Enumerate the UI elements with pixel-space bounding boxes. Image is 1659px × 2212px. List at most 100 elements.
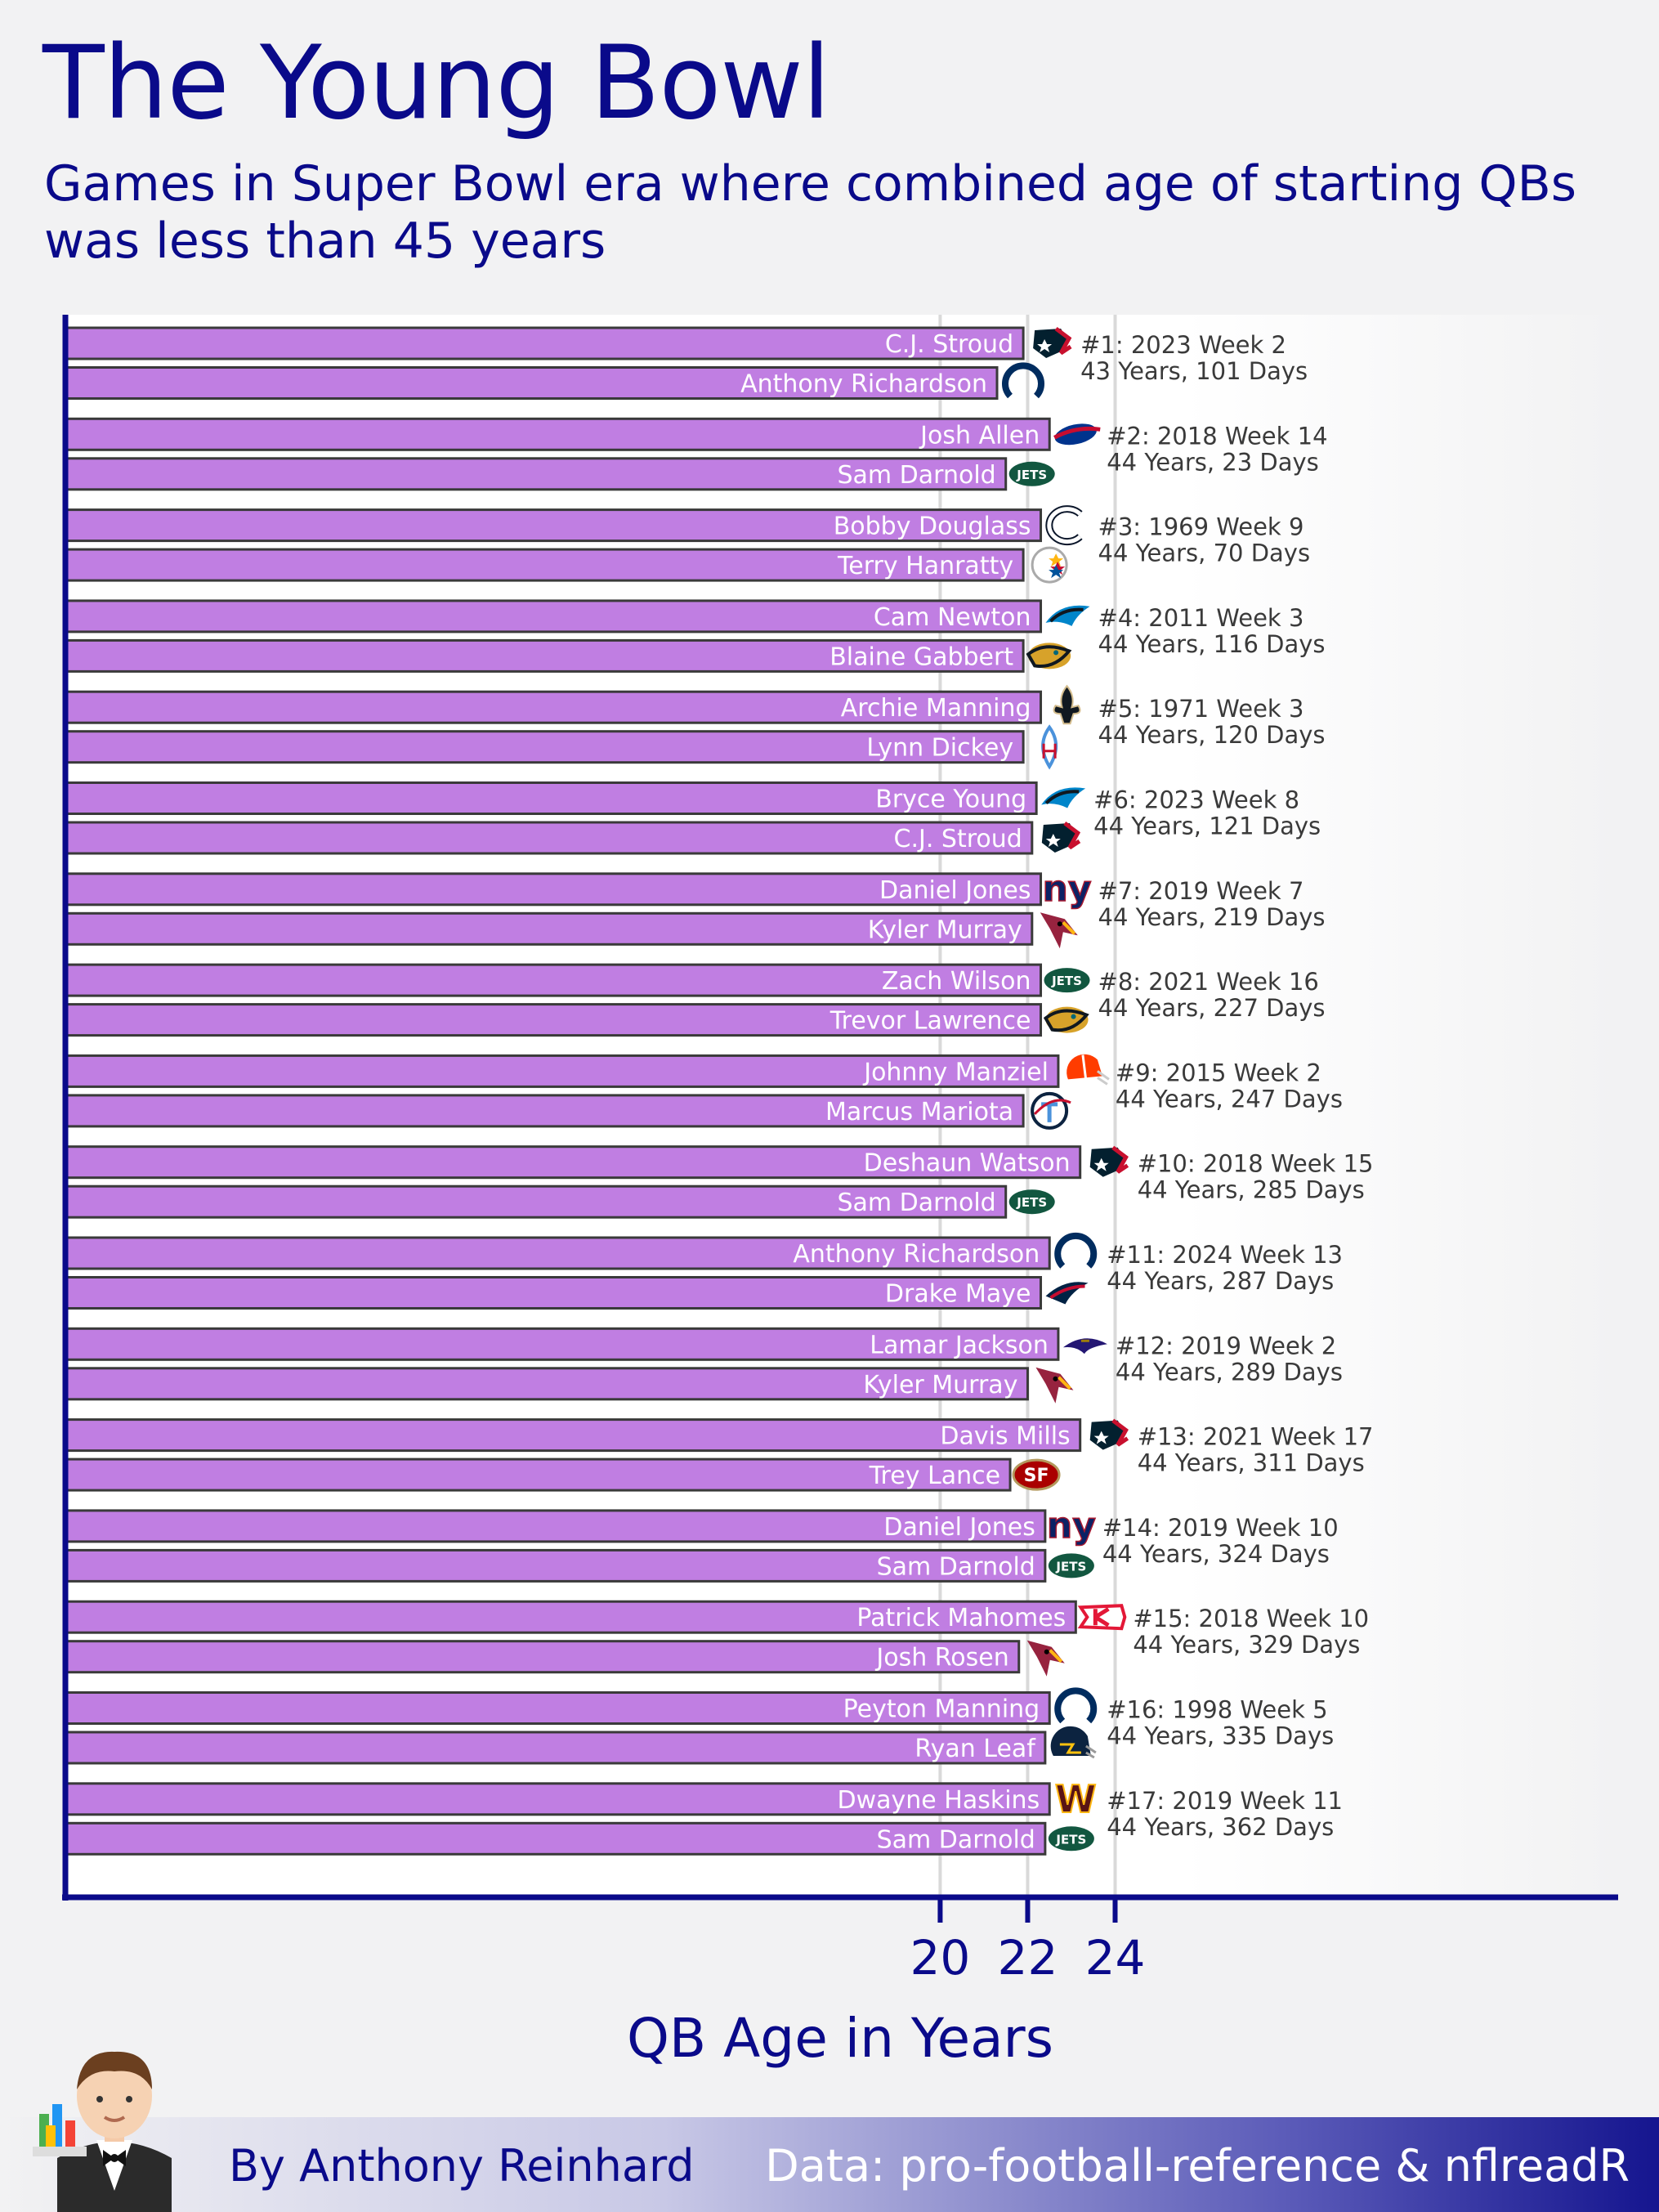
steelers-logo-icon bbox=[1031, 546, 1068, 584]
team-icons-layer: JETS ny JETS JETS SF ny JETS W JETS bbox=[1002, 327, 1129, 1852]
qb-bar bbox=[65, 417, 1051, 451]
qb-name-label: Blaine Gabbert bbox=[830, 643, 1013, 671]
game-rank-label: #6: 2023 Week 8 bbox=[1093, 786, 1299, 814]
cardinals-logo-icon bbox=[1026, 1640, 1065, 1677]
qb-bar bbox=[65, 1145, 1082, 1180]
game-rank-label: #5: 1971 Week 3 bbox=[1098, 695, 1304, 723]
qb-name-label: Anthony Richardson bbox=[740, 370, 987, 399]
qb-name-label: Ryan Leaf bbox=[914, 1735, 1036, 1763]
panthers-logo-icon bbox=[1045, 605, 1090, 626]
oilers-logo-icon bbox=[1041, 724, 1058, 770]
ravens-logo-icon bbox=[1062, 1338, 1107, 1355]
combined-age-label: 44 Years, 227 Days bbox=[1098, 994, 1326, 1022]
qb-name-label: C.J. Stroud bbox=[885, 330, 1013, 359]
qb-bar bbox=[65, 548, 1025, 582]
qb-name-label: Davis Mills bbox=[940, 1422, 1070, 1451]
qb-name-label: Daniel Jones bbox=[883, 1513, 1035, 1542]
author-mascot-icon bbox=[33, 2051, 172, 2212]
colts-logo-icon bbox=[1054, 1232, 1098, 1269]
x-axis-label: QB Age in Years bbox=[627, 2007, 1053, 2070]
qb-bar bbox=[65, 366, 999, 400]
colts-logo-icon bbox=[1054, 1687, 1098, 1724]
cardinals-logo-icon bbox=[1040, 912, 1078, 949]
jets-logo-icon: JETS bbox=[1008, 1189, 1055, 1215]
qb-bar bbox=[65, 1003, 1043, 1037]
qb-bar bbox=[65, 457, 1008, 491]
qb-bar bbox=[65, 1327, 1060, 1361]
qb-bar bbox=[65, 1691, 1051, 1725]
qb-name-label: Sam Darnold bbox=[837, 461, 995, 490]
x-tick-label: 24 bbox=[1085, 1930, 1146, 1986]
game-rank-label: #9: 2015 Week 2 bbox=[1116, 1059, 1321, 1086]
chiefs-logo-icon bbox=[1077, 1604, 1127, 1631]
combined-age-label: 44 Years, 311 Days bbox=[1138, 1449, 1365, 1477]
qb-name-label: Drake Maye bbox=[885, 1280, 1031, 1309]
qb-name-label: Daniel Jones bbox=[879, 876, 1031, 905]
game-rank-label: #1: 2023 Week 2 bbox=[1080, 331, 1286, 359]
texans-logo-icon bbox=[1089, 1418, 1129, 1450]
combined-age-label: 44 Years, 121 Days bbox=[1093, 813, 1321, 840]
qb-bar bbox=[65, 508, 1043, 543]
qb-name-label: Bobby Douglass bbox=[834, 513, 1031, 541]
combined-age-label: 44 Years, 247 Days bbox=[1116, 1085, 1343, 1113]
game-rank-label: #3: 1969 Week 9 bbox=[1098, 513, 1304, 541]
qb-name-label: Anthony Richardson bbox=[793, 1240, 1040, 1269]
qb-name-label: Josh Allen bbox=[919, 421, 1040, 450]
svg-text:JETS: JETS bbox=[1016, 468, 1047, 482]
game-rank-label: #10: 2018 Week 15 bbox=[1138, 1150, 1374, 1178]
qb-name-label: Dwayne Haskins bbox=[838, 1786, 1040, 1815]
jets-logo-icon: JETS bbox=[1048, 1553, 1094, 1578]
combined-age-label: 44 Years, 324 Days bbox=[1102, 1540, 1330, 1568]
game-rank-label: #16: 1998 Week 5 bbox=[1107, 1696, 1327, 1724]
game-rank-label: #14: 2019 Week 10 bbox=[1102, 1514, 1339, 1542]
svg-text:W: W bbox=[1055, 1777, 1097, 1821]
jaguars-logo-icon bbox=[1043, 1006, 1089, 1033]
qb-bar bbox=[65, 963, 1043, 997]
game-rank-label: #12: 2019 Week 2 bbox=[1116, 1332, 1336, 1359]
combined-age-label: 44 Years, 219 Days bbox=[1098, 903, 1326, 931]
qb-bar bbox=[65, 599, 1043, 634]
combined-age-label: 44 Years, 287 Days bbox=[1107, 1267, 1334, 1295]
colts-logo-icon bbox=[1002, 362, 1044, 399]
qb-bar bbox=[65, 1731, 1047, 1765]
saints-logo-icon bbox=[1053, 684, 1081, 725]
texans-logo-icon bbox=[1041, 822, 1081, 853]
qb-name-label: Archie Manning bbox=[841, 694, 1031, 723]
combined-age-label: 43 Years, 101 Days bbox=[1080, 357, 1308, 385]
qb-name-label: Peyton Manning bbox=[843, 1695, 1040, 1724]
qb-bar bbox=[65, 638, 1025, 673]
qb-bar bbox=[65, 1418, 1082, 1453]
combined-age-label: 44 Years, 116 Days bbox=[1098, 630, 1326, 658]
annotations-layer: #1: 2023 Week 243 Years, 101 Days #2: 201… bbox=[1080, 331, 1373, 1841]
qb-bar bbox=[65, 1236, 1051, 1270]
chargers-logo-icon bbox=[1050, 1726, 1097, 1759]
qb-name-label: Kyler Murray bbox=[868, 916, 1022, 944]
qb-bar bbox=[65, 1276, 1043, 1310]
byline: By Anthony Reinhard bbox=[229, 2140, 695, 2192]
combined-age-label: 44 Years, 289 Days bbox=[1116, 1358, 1343, 1386]
svg-text:JETS: JETS bbox=[1055, 1832, 1086, 1847]
browns-logo-icon bbox=[1066, 1054, 1110, 1086]
qb-name-label: Trevor Lawrence bbox=[830, 1007, 1031, 1036]
panthers-logo-icon bbox=[1041, 787, 1086, 808]
combined-age-label: 44 Years, 70 Days bbox=[1098, 540, 1311, 567]
giants-logo-icon: ny bbox=[1046, 1504, 1097, 1547]
49ers-logo-icon: SF bbox=[1012, 1458, 1061, 1491]
game-rank-label: #4: 2011 Week 3 bbox=[1098, 604, 1304, 632]
qb-name-label: Sam Darnold bbox=[837, 1189, 995, 1217]
x-tick-label: 20 bbox=[910, 1930, 971, 1986]
jets-logo-icon: JETS bbox=[1008, 461, 1055, 486]
jets-logo-icon: JETS bbox=[1044, 968, 1090, 993]
combined-age-label: 44 Years, 329 Days bbox=[1133, 1631, 1360, 1659]
qb-bar bbox=[65, 1094, 1025, 1128]
qb-name-label: Deshaun Watson bbox=[864, 1149, 1071, 1178]
qb-name-label: Johnny Manziel bbox=[862, 1058, 1049, 1086]
qb-bar bbox=[65, 1548, 1047, 1583]
qb-name-label: Lamar Jackson bbox=[870, 1331, 1049, 1359]
x-tick-label: 22 bbox=[998, 1930, 1058, 1986]
qb-bar bbox=[65, 1509, 1047, 1543]
combined-age-label: 44 Years, 362 Days bbox=[1107, 1813, 1334, 1841]
game-rank-label: #11: 2024 Week 13 bbox=[1107, 1241, 1343, 1269]
svg-text:JETS: JETS bbox=[1051, 974, 1082, 988]
combined-age-label: 44 Years, 335 Days bbox=[1107, 1722, 1334, 1750]
